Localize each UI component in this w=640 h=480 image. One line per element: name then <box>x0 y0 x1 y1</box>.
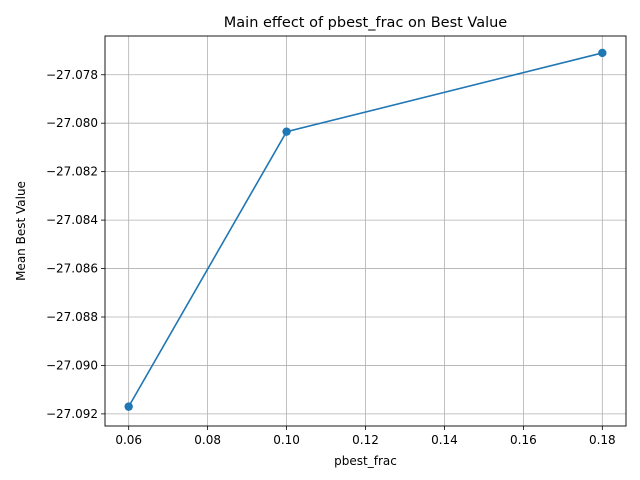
y-axis-title: Mean Best Value <box>14 181 28 281</box>
series-layer <box>124 48 607 411</box>
y-tick-label: −27.088 <box>46 310 98 324</box>
x-tick-label: 0.12 <box>352 433 379 447</box>
data-point <box>282 127 291 136</box>
x-axis-title: pbest_frac <box>334 454 397 468</box>
data-point <box>598 48 607 58</box>
y-axis: −27.092 −27.090 −27.088 −27.086 −27.084 −27.0… <box>46 68 105 421</box>
grid <box>105 36 626 426</box>
x-axis: 0.06 0.08 0.10 0.12 0.14 0.16 0.18 <box>115 426 616 447</box>
y-tick-label: −27.080 <box>46 116 98 130</box>
x-tick-label: 0.06 <box>115 433 142 447</box>
x-tick-label: 0.14 <box>431 433 458 447</box>
x-tick-label: 0.08 <box>194 433 221 447</box>
x-tick-label: 0.16 <box>510 433 537 447</box>
y-tick-label: −27.078 <box>46 68 98 82</box>
y-tick-label: −27.086 <box>46 262 98 276</box>
y-tick-label: −27.084 <box>46 213 98 227</box>
y-tick-label: −27.090 <box>46 358 98 372</box>
y-tick-label: −27.092 <box>46 407 98 421</box>
y-tick-label: −27.082 <box>46 165 98 179</box>
x-tick-label: 0.10 <box>273 433 300 447</box>
data-point <box>124 402 133 411</box>
x-tick-label: 0.18 <box>589 433 616 447</box>
chart-title: Main effect of pbest_frac on Best Value <box>224 15 508 31</box>
